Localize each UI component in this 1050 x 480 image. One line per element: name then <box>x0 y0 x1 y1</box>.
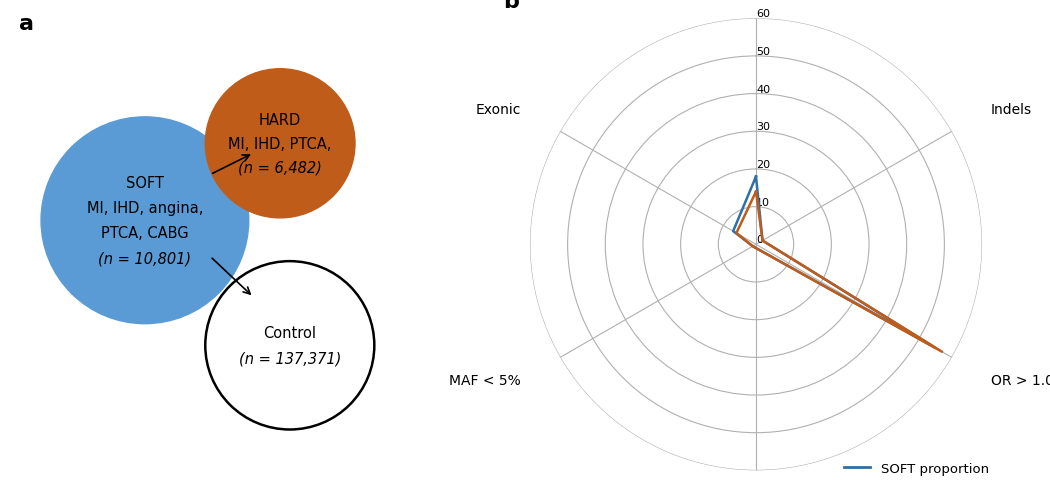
Text: (n = 10,801): (n = 10,801) <box>99 251 191 266</box>
Text: SOFT: SOFT <box>126 176 164 191</box>
Text: MAF < 5%: MAF < 5% <box>449 373 521 387</box>
Text: Exonic: Exonic <box>476 102 521 117</box>
Legend: SOFT proportion, HARD proportion: SOFT proportion, HARD proportion <box>839 457 999 480</box>
Text: MI, IHD, PTCA,: MI, IHD, PTCA, <box>229 136 332 152</box>
Text: HARD: HARD <box>259 112 301 128</box>
Text: MI, IHD, angina,: MI, IHD, angina, <box>87 201 203 216</box>
Circle shape <box>206 262 374 430</box>
Text: Control: Control <box>264 325 316 341</box>
Text: Indels: Indels <box>991 102 1032 117</box>
Text: (n = 6,482): (n = 6,482) <box>238 160 322 176</box>
Text: a: a <box>19 14 35 35</box>
Text: PTCA, CABG: PTCA, CABG <box>101 226 189 241</box>
Text: OR > 1.05: OR > 1.05 <box>991 373 1050 387</box>
Text: (n = 137,371): (n = 137,371) <box>238 350 341 366</box>
Text: b: b <box>503 0 519 12</box>
Circle shape <box>41 118 249 324</box>
Circle shape <box>205 70 355 218</box>
